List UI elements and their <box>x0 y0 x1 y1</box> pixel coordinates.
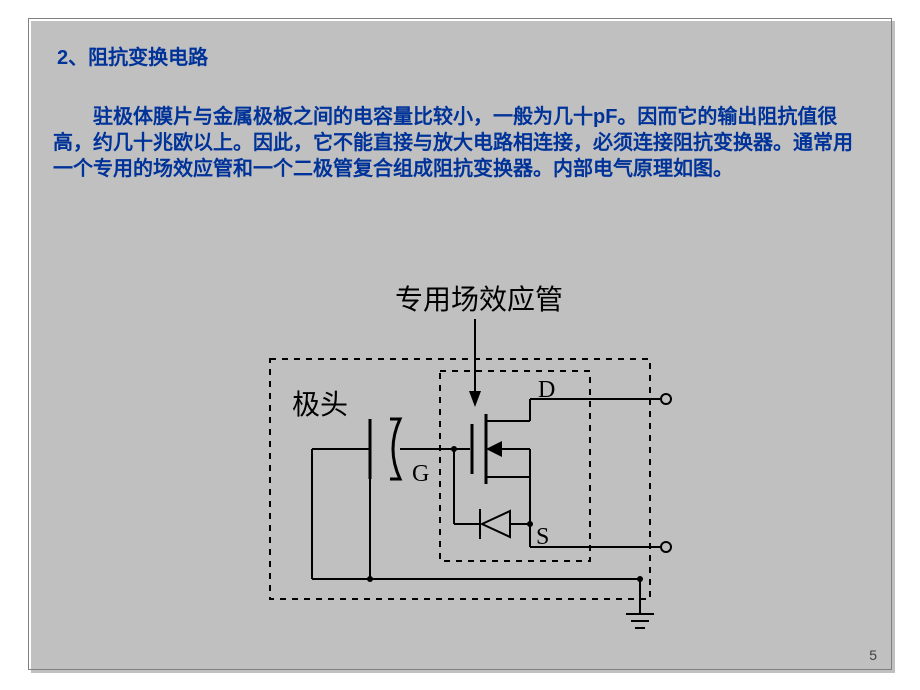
section-heading: 2、阻抗变换电路 <box>57 41 867 70</box>
arrow-head <box>469 391 481 407</box>
node-gnd2 <box>637 576 643 582</box>
node-gate <box>451 446 457 452</box>
label-electrode: 极头 <box>292 389 348 421</box>
terminal-d <box>661 394 671 404</box>
slide-frame: 2、阻抗变换电路 驻极体膜片与金属极板之间的电容量比较小，一般为几十pF。因而它… <box>28 18 892 670</box>
body-paragraph: 驻极体膜片与金属极板之间的电容量比较小，一般为几十pF。因而它的输出阻抗值很高，… <box>53 104 867 182</box>
node-s <box>527 521 533 527</box>
label-d: D <box>538 377 555 403</box>
label-g: G <box>412 461 429 487</box>
fet-arrow <box>486 441 502 457</box>
terminal-s <box>661 542 671 552</box>
node-gnd1 <box>367 576 373 582</box>
diode-triangle <box>482 511 510 537</box>
diagram-svg: 专用场效应管 极头 G <box>240 279 680 639</box>
page-number: 5 <box>869 647 877 663</box>
circuit-diagram: 专用场效应管 极头 G <box>240 279 680 644</box>
electret-diaphragm <box>390 419 400 479</box>
slide-content: 2、阻抗变换电路 驻极体膜片与金属极板之间的电容量比较小，一般为几十pF。因而它… <box>29 19 891 182</box>
label-fet: 专用场效应管 <box>395 284 563 316</box>
